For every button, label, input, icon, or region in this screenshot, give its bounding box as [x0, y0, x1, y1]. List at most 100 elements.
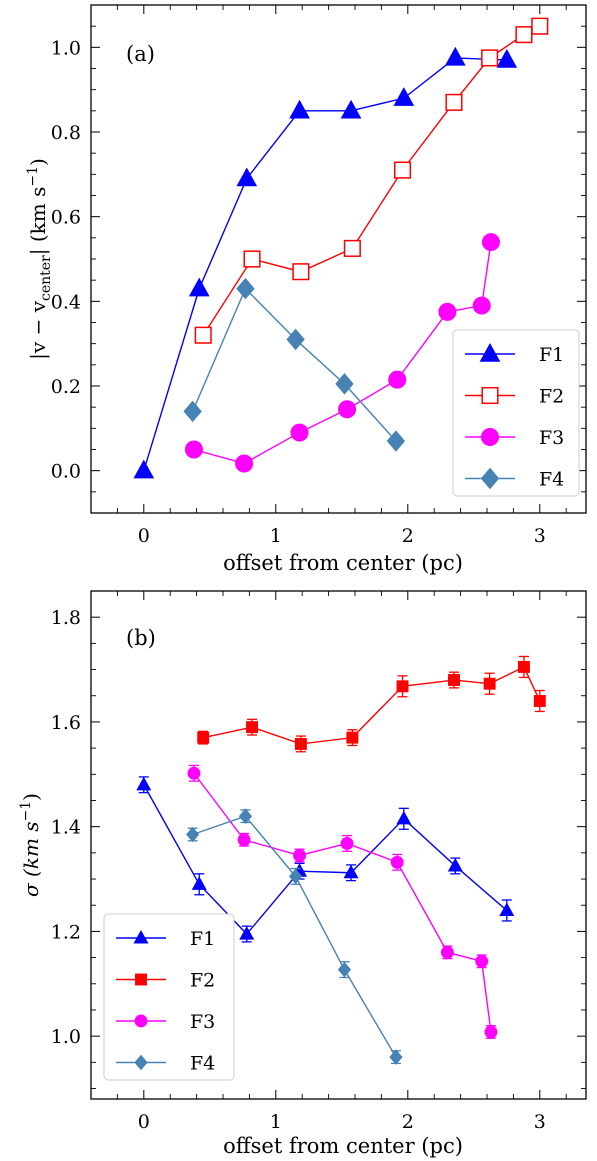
- panel-b-legend: F1 F2 F3 F4: [103, 913, 235, 1081]
- a-xtick-label: 3: [534, 525, 546, 547]
- panel-a-label: (a): [126, 42, 155, 66]
- panel-b-frame: [90, 590, 587, 1100]
- a-series-f3-line: [193, 241, 492, 465]
- a-series-f1-point: [340, 99, 362, 119]
- b-series-f2-point: [294, 737, 307, 750]
- a-xtick-label: 0: [138, 525, 150, 547]
- b-series-f2-point: [518, 660, 530, 673]
- a-series-f3-point: [481, 233, 500, 252]
- b-series-f1-point: [447, 857, 463, 872]
- a-series-f2-point: [445, 93, 463, 111]
- a-series-f3-point: [235, 454, 254, 473]
- b-series-f2-point: [197, 731, 210, 744]
- b-series-f3-point: [440, 945, 454, 959]
- b-ytick-label: 1.8: [51, 607, 81, 629]
- b-series-f4-point: [389, 1049, 403, 1065]
- a-series-f3-point: [388, 370, 407, 389]
- a-legend-label-f4: F4: [539, 469, 564, 491]
- a-series-f2-point: [343, 239, 361, 257]
- b-series-f1-point: [396, 810, 412, 825]
- a-legend-label-f3: F3: [539, 427, 564, 449]
- panel-a-x-axis-label: offset from center (pc): [223, 551, 463, 575]
- b-series-f1-point: [239, 925, 255, 940]
- a-series-f1-point: [289, 99, 310, 119]
- panel-a-series: [133, 17, 549, 479]
- a-legend-marker-f2: [481, 386, 499, 405]
- a-series-f3-point: [184, 440, 203, 459]
- b-legend-label-f4: F4: [190, 1053, 215, 1075]
- b-ytick-label: 1.0: [51, 1026, 81, 1048]
- b-series-f2-point: [533, 695, 546, 707]
- b-xtick-label: 2: [402, 1111, 414, 1133]
- a-series-f4-point: [335, 373, 354, 395]
- panel-b-legend-box: [103, 913, 235, 1081]
- b-legend-label-f1: F1: [190, 928, 215, 950]
- panel-b-ylabel-exp: −1: [18, 801, 34, 822]
- a-xtick-label: 1: [270, 525, 282, 547]
- b-series-f2-point: [246, 721, 259, 734]
- a-series-f3-point: [338, 400, 357, 419]
- b-series-f3-point: [390, 855, 404, 869]
- panel-a-ylabel-close: ): [26, 158, 50, 166]
- b-series-f4-point: [186, 826, 200, 843]
- panel-a: 0 1 2 3 0.0 0.2 0.4 0.6 0.8 1.0 (a) offset from c…: [25, 4, 587, 575]
- b-series-f1-point: [343, 864, 359, 879]
- b-series-f4-point: [337, 961, 352, 978]
- a-ytick-label: 0.4: [51, 291, 81, 313]
- a-ytick-label: 0.0: [51, 461, 81, 483]
- panel-b-ylabel-close: ): [19, 793, 43, 801]
- a-series-f1-point: [496, 48, 518, 68]
- a-series-f4-point: [236, 277, 255, 300]
- a-series-f3-point: [290, 423, 309, 442]
- b-xtick-label: 1: [270, 1111, 282, 1133]
- a-series-f2-point: [243, 250, 261, 268]
- panel-a-legend: F1 F2 F3 F4: [452, 329, 580, 497]
- a-series-f2-point: [515, 26, 533, 44]
- b-series-f1-line: [143, 784, 508, 936]
- a-series-f1-point: [133, 459, 155, 479]
- panel-b-series: [136, 655, 546, 1065]
- a-series-f2-point: [292, 263, 310, 281]
- b-xtick-label: 0: [138, 1111, 150, 1133]
- a-series-f3-point: [438, 302, 457, 321]
- a-legend-label-f2: F2: [539, 386, 564, 408]
- b-legend-marker-f3: [134, 1014, 148, 1028]
- panel-a-ylabel-tail: | (km s: [26, 187, 51, 256]
- b-series-f2-point: [346, 731, 359, 744]
- b-legend-marker-f4: [134, 1054, 148, 1071]
- panel-a-ylabel-main: |v − v: [26, 300, 51, 360]
- b-legend-label-f3: F3: [190, 1011, 215, 1033]
- a-ytick-label: 0.8: [51, 122, 81, 144]
- a-series-f1-point: [393, 87, 415, 106]
- b-ytick-label: 1.6: [51, 712, 81, 734]
- b-series-f1-point: [191, 876, 207, 890]
- b-series-f3-point: [237, 833, 251, 847]
- a-series-f4-line: [191, 287, 397, 442]
- a-series-f4-point: [183, 400, 202, 423]
- panel-a-legend-items: F1 F2 F3 F4: [465, 342, 564, 491]
- panel-b-x-axis-label: offset from center (pc): [223, 1134, 463, 1158]
- a-series-f4-point: [386, 430, 406, 452]
- b-series-f3-line: [193, 772, 492, 1033]
- b-legend-marker-f2: [135, 973, 147, 986]
- panel-a-ticks: 0 1 2 3 0.0 0.2 0.4 0.6 0.8 1.0: [51, 4, 586, 547]
- a-ytick-label: 0.6: [51, 207, 81, 229]
- panel-b-ylabel-main: σ (km s: [19, 821, 43, 897]
- b-series-f1-point: [499, 902, 515, 917]
- panel-a-y-axis-label: |v − vcenter| (km s−1): [25, 158, 54, 360]
- b-ytick-label: 1.4: [51, 817, 81, 839]
- panel-a-legend-box: [452, 329, 580, 497]
- b-legend-label-f2: F2: [190, 970, 215, 992]
- a-series-f1-point: [188, 277, 210, 297]
- b-series-f2-point: [483, 677, 496, 690]
- panel-b-label: (b): [126, 626, 156, 650]
- a-legend-label-f1: F1: [539, 344, 564, 366]
- panel-a-ylabel-exp: −1: [25, 166, 41, 187]
- b-series-f3-point: [484, 1025, 498, 1039]
- b-series-f2-point: [448, 674, 460, 686]
- panel-b: 0 1 2 3 1.0 1.2 1.4 1.6 1.8 (b) offset from cent…: [18, 590, 587, 1158]
- panel-b-ticks: 0 1 2 3 1.0 1.2 1.4 1.6 1.8: [51, 590, 586, 1133]
- a-series-f2-point: [393, 161, 412, 179]
- b-series-f3-point: [293, 849, 307, 862]
